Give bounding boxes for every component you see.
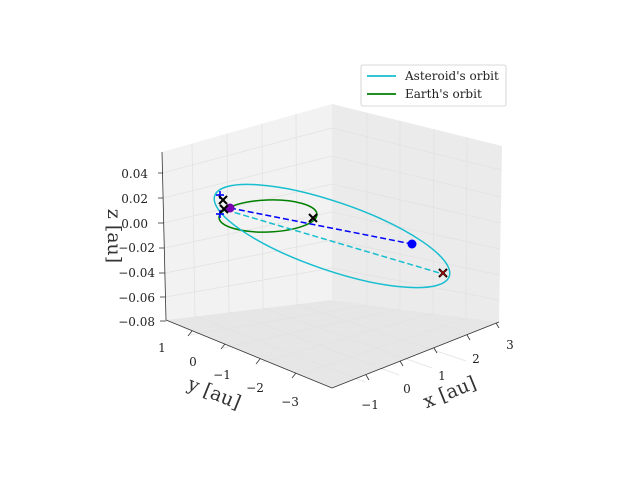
x-tick-label: 1 bbox=[438, 369, 446, 383]
left-back-pane bbox=[162, 104, 332, 320]
z-tick-label: −0.06 bbox=[118, 291, 155, 305]
z-tick-label: 0.02 bbox=[121, 192, 148, 206]
y-axis-ticks bbox=[187, 330, 297, 379]
asteroid-orbit-line bbox=[213, 183, 451, 289]
x-axis-label: x [au] bbox=[420, 372, 479, 413]
z-axis-line bbox=[161, 151, 167, 321]
y-tick-labels: 1 0 −1 −2 −3 bbox=[158, 341, 299, 409]
y-axis-line bbox=[165, 319, 333, 389]
y-tick-label: 0 bbox=[189, 355, 197, 369]
blue-dashed-line bbox=[229, 207, 413, 245]
z-axis-ticks bbox=[158, 172, 166, 322]
z-tick-label: −0.08 bbox=[118, 315, 155, 329]
x-tick-label: 3 bbox=[506, 338, 514, 352]
legend: Asteroid's orbit Earth's orbit bbox=[360, 64, 507, 107]
y-tick-label: −1 bbox=[213, 368, 231, 382]
blue-plus-markers bbox=[216, 191, 224, 218]
y-tick-label: −3 bbox=[281, 395, 299, 409]
floor-pane bbox=[166, 300, 499, 388]
x-tick-label: 0 bbox=[403, 382, 411, 396]
x-axis-ticks bbox=[365, 322, 500, 381]
y-tick-label: 1 bbox=[158, 341, 166, 355]
pane-grid bbox=[161, 104, 503, 388]
legend-label-earth: Earth's orbit bbox=[405, 87, 482, 101]
z-tick-label: −0.04 bbox=[118, 266, 155, 280]
cyan-dashed-line bbox=[225, 209, 444, 275]
z-tick-label: −0.02 bbox=[118, 241, 155, 255]
x-tick-labels: −1 0 1 2 3 bbox=[361, 338, 514, 412]
red-cross-marker bbox=[439, 269, 447, 277]
right-back-pane bbox=[332, 104, 502, 322]
x-axis-line bbox=[331, 321, 500, 389]
blue-dot bbox=[407, 239, 417, 249]
legend-box bbox=[360, 64, 507, 107]
z-tick-label: 0.04 bbox=[121, 167, 148, 181]
x-tick-label: −1 bbox=[361, 398, 379, 412]
legend-label-asteroid: Asteroid's orbit bbox=[404, 69, 499, 83]
z-tick-labels: 0.04 0.02 0.00 −0.02 −0.04 −0.06 −0.08 bbox=[118, 167, 155, 329]
axis-lines bbox=[161, 151, 500, 389]
y-tick-label: −2 bbox=[246, 381, 264, 395]
z-axis-label: z [au] bbox=[103, 209, 125, 263]
z-tick-label: 0.00 bbox=[121, 217, 148, 231]
x-tick-label: 2 bbox=[472, 352, 480, 366]
